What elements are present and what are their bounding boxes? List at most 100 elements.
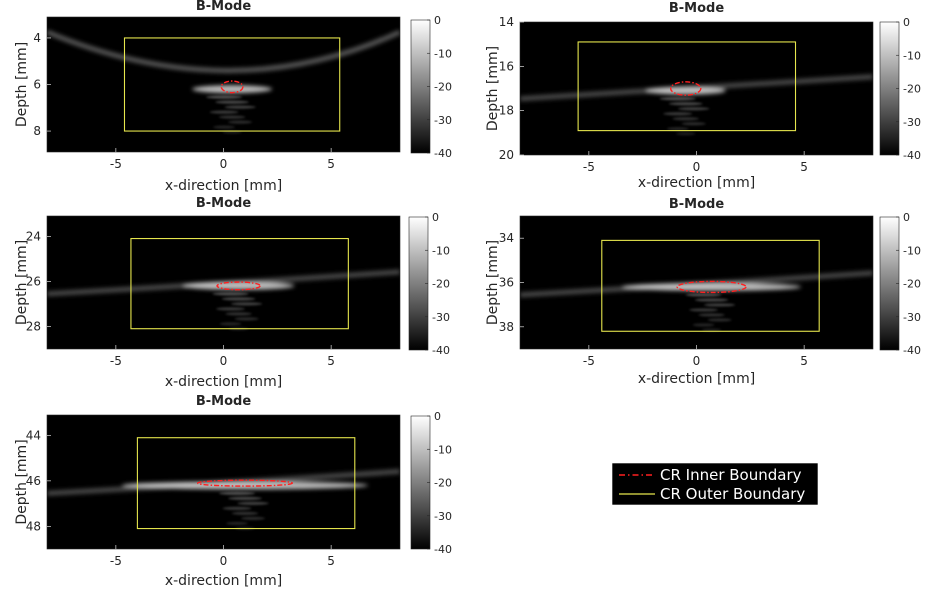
cr-inner-boundary — [216, 281, 261, 291]
speckle-streak — [218, 115, 246, 119]
speckle-streak — [237, 501, 269, 506]
colorbar-tick-label: -40 — [434, 147, 452, 160]
y-tick-label: 6 — [33, 78, 41, 92]
colorbar-tick-label: -20 — [434, 477, 452, 490]
speckle-glow — [47, 468, 400, 496]
colorbar-tick-label: -40 — [432, 344, 450, 357]
speckle-glow — [520, 270, 873, 298]
legend: CR Inner Boundary CR Outer Boundary — [611, 462, 819, 506]
speckle-glow — [520, 74, 873, 102]
colorbar-tick-label: -10 — [903, 244, 921, 257]
bmode-image — [47, 415, 400, 549]
colorbar-tick-label: -30 — [434, 510, 452, 523]
cr-outer-boundary — [123, 37, 341, 132]
speckle-streak — [692, 323, 715, 327]
bmode-panel-5: -5 0 5 44 46 48 B-Mode x-direction [mm] Depth [m… — [14, 394, 452, 589]
target-echo — [121, 481, 369, 490]
speckle-streak — [676, 132, 696, 136]
x-tick-label: 5 — [327, 554, 335, 568]
speckle-streak — [219, 491, 256, 496]
x-tick-label: 0 — [693, 354, 701, 368]
bmode-panel-2: -5 0 5 14 16 18 20 B-Mode x-direction [mm] Depth … — [485, 1, 921, 191]
y-axis-label: Depth [mm] — [14, 439, 30, 524]
y-tick-label: 46 — [26, 474, 41, 488]
speckle-streak — [707, 318, 732, 322]
y-axis-label: Depth [mm] — [14, 240, 30, 325]
target-echo — [192, 85, 273, 94]
colorbar-tick-label: -20 — [434, 81, 452, 94]
cr-inner-boundary — [196, 479, 294, 487]
y-tick-label: 36 — [499, 276, 514, 290]
y-tick-label: 16 — [499, 59, 514, 73]
x-axis-label: x-direction [mm] — [165, 178, 282, 194]
panel-title: B-Mode — [196, 394, 251, 409]
y-axis-label: Depth [mm] — [14, 42, 30, 127]
cr-outer-boundary — [136, 437, 356, 530]
speckle-tail — [659, 97, 710, 136]
bmode-image — [520, 22, 873, 155]
colorbar-tick-label: -20 — [903, 83, 921, 96]
colorbar-tick-label: -10 — [434, 443, 452, 456]
x-tick-label: 5 — [800, 354, 808, 368]
speckle-tail — [206, 95, 256, 134]
x-tick-label: -5 — [110, 554, 122, 568]
speckle-streak — [213, 125, 235, 129]
cr-outer-boundary — [130, 237, 349, 330]
speckle-streak — [228, 120, 253, 124]
legend-outer-label: CR Outer Boundary — [660, 485, 805, 503]
x-axis-label: x-direction [mm] — [638, 371, 755, 387]
speckle-streak — [222, 506, 252, 511]
colorbar-tick-label: 0 — [903, 16, 910, 29]
cr-outer-boundary — [601, 239, 820, 332]
speckle-streak — [209, 110, 239, 114]
y-tick-label: 28 — [26, 319, 41, 333]
x-tick-label: -5 — [110, 354, 122, 368]
bmode-panel-4: -5 0 5 34 36 38 B-Mode x-direction [mm] Depth [m… — [485, 197, 921, 387]
speckle-streak — [681, 122, 706, 126]
cr-outer-boundary — [577, 41, 797, 132]
x-axis-label: x-direction [mm] — [638, 175, 755, 191]
colorbar-tick-label: -40 — [903, 149, 921, 162]
speckle-streak — [678, 107, 710, 111]
y-tick-label: 18 — [499, 104, 514, 118]
x-tick-label: -5 — [583, 160, 595, 174]
panel-title: B-Mode — [669, 197, 724, 212]
speckle-streak — [241, 516, 266, 521]
speckle-streak — [685, 293, 722, 297]
colorbar-tick-label: -30 — [432, 311, 450, 324]
y-axis-label: Depth [mm] — [485, 240, 501, 325]
bmode-image — [520, 216, 873, 349]
speckle-streak — [219, 322, 242, 326]
x-axis-label: x-direction [mm] — [165, 374, 282, 390]
x-tick-label: 5 — [800, 160, 808, 174]
speckle-streak — [216, 307, 245, 311]
bmode-image — [47, 216, 400, 349]
speckle-streak — [698, 313, 725, 317]
colorbar-tick-label: 0 — [434, 410, 441, 423]
y-tick-label: 48 — [26, 519, 41, 533]
cr-inner-boundary — [220, 80, 244, 94]
colorbar-tick-label: -40 — [434, 543, 452, 556]
y-tick-label: 8 — [33, 124, 41, 138]
x-tick-label: 0 — [220, 354, 228, 368]
x-axis-label: x-direction [mm] — [165, 573, 282, 589]
colorbar-tick-label: -30 — [903, 311, 921, 324]
speckle-streak — [672, 117, 699, 121]
speckle-streak — [215, 100, 249, 104]
x-tick-label: 0 — [693, 160, 701, 174]
reflector-curve — [47, 29, 400, 74]
colorbar-tick-label: -30 — [434, 114, 452, 127]
speckle-streak — [668, 102, 703, 106]
speckle-streak — [212, 292, 249, 296]
speckle-streak — [663, 112, 693, 116]
speckle-streak — [225, 312, 252, 316]
y-tick-label: 38 — [499, 320, 514, 334]
y-tick-label: 24 — [26, 229, 41, 243]
colorbar-tick-label: -10 — [434, 47, 452, 60]
x-tick-label: 5 — [327, 354, 335, 368]
y-tick-label: 4 — [33, 31, 41, 45]
panel-title: B-Mode — [196, 0, 251, 14]
colorbar-tick-label: -20 — [432, 278, 450, 291]
bmode-panel-1: -5 0 5 4 6 8 B-Mode x-direction [mm] Depth [mm] 0… — [14, 0, 452, 194]
